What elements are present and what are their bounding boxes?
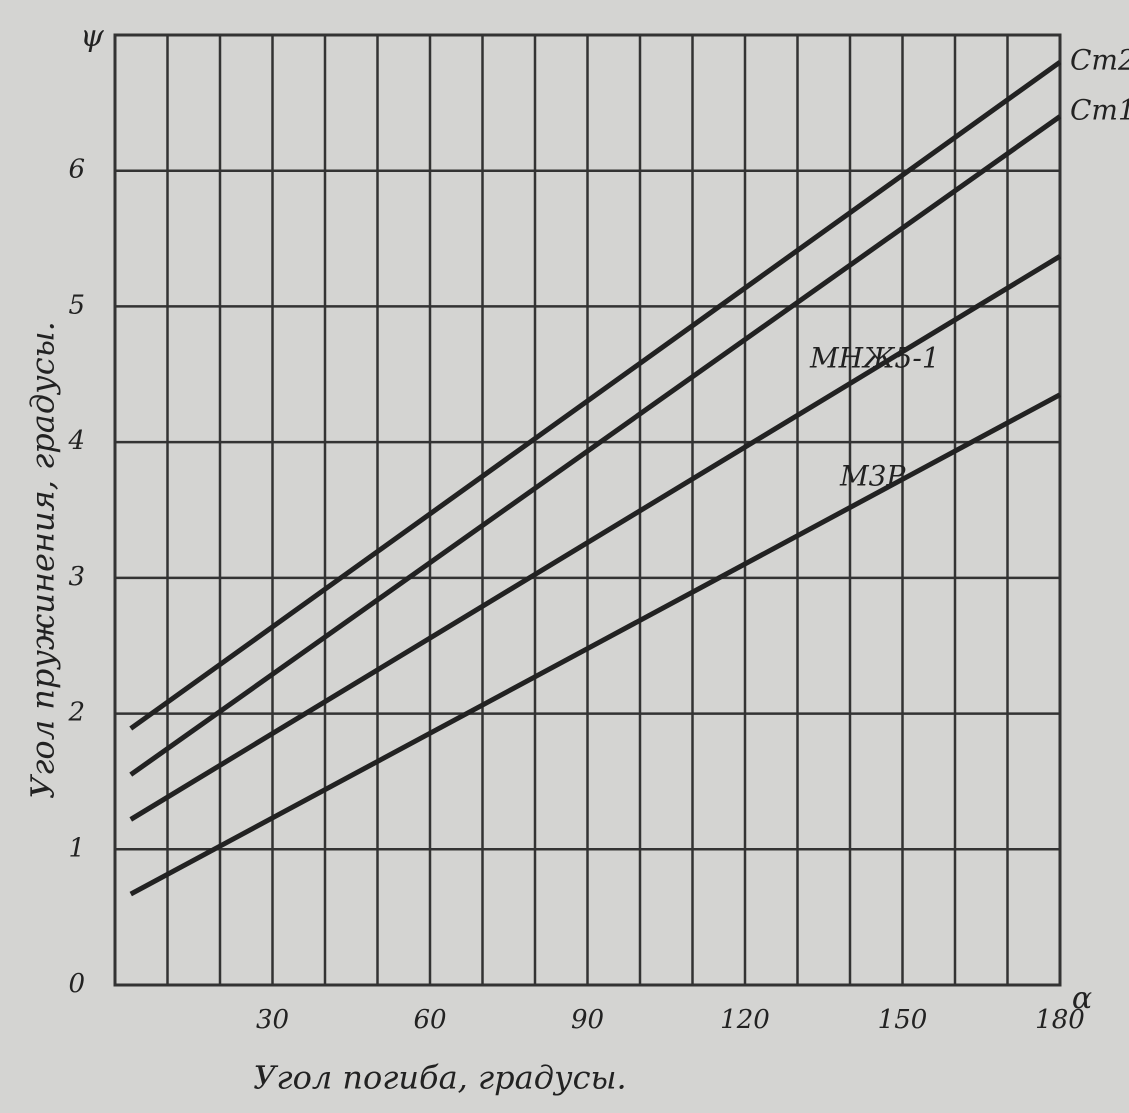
y-axis-label: Угол пружинения, градусы.: [24, 321, 62, 799]
y-tick-label: 1: [68, 833, 85, 863]
series-label: Ст10: [1070, 94, 1129, 127]
series-line: [129, 254, 1062, 822]
y-tick-label: 0: [68, 969, 85, 999]
x-tick-label: 60: [413, 1005, 446, 1035]
x-axis-symbol: α: [1072, 981, 1092, 1016]
y-tick-label: 5: [68, 290, 85, 320]
x-tick-label: 90: [571, 1005, 604, 1035]
y-tick-label: 3: [68, 562, 85, 592]
series-line: [129, 114, 1062, 777]
x-tick-label: 30: [256, 1005, 289, 1035]
series-label: Ст20: [1070, 44, 1129, 77]
series-label: М3Р: [839, 460, 906, 493]
series-line: [129, 60, 1062, 731]
x-tick-label: 150: [878, 1005, 928, 1035]
x-tick-label: 120: [720, 1005, 770, 1035]
x-tick-label: 180: [1035, 1005, 1085, 1035]
series-label: МНЖ5-1: [809, 342, 940, 375]
y-tick-label: 4: [67, 426, 85, 456]
y-tick-label: 6: [68, 155, 85, 185]
series-line: [129, 392, 1062, 897]
y-axis-symbol: ψ: [80, 19, 104, 54]
x-axis-label: Угол погиба, градусы.: [253, 1059, 626, 1097]
y-tick-label: 2: [67, 698, 85, 728]
